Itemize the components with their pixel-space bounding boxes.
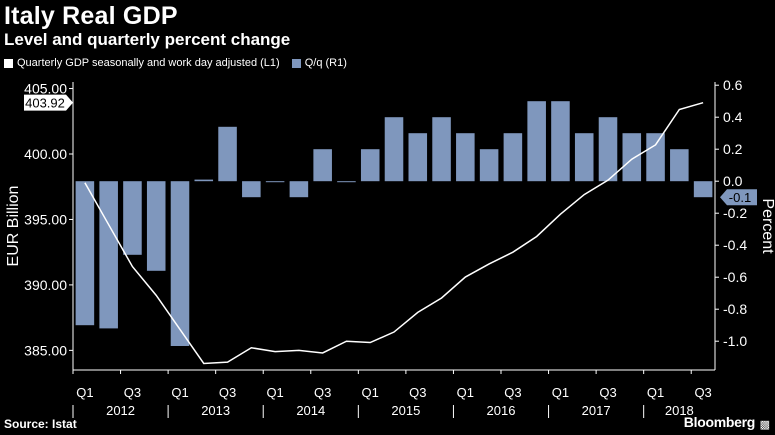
- right-tick-label: -0.2: [723, 205, 747, 221]
- bar: [408, 133, 428, 182]
- bar: [289, 181, 309, 198]
- chart-title: Italy Real GDP: [4, 2, 178, 30]
- legend-item-line: Quarterly GDP seasonally and work day ad…: [4, 57, 280, 69]
- last-value-left-label: 403.92: [25, 96, 65, 111]
- x-quarter-label: Q1: [457, 385, 474, 400]
- x-quarter-label: Q1: [266, 385, 283, 400]
- x-quarter-label: Q1: [362, 385, 379, 400]
- left-tick-label: 395.00: [24, 211, 67, 227]
- gdp-level-line: [84, 101, 704, 365]
- x-year-label: 2013: [201, 403, 230, 418]
- legend-item-bar: Q/q (R1): [291, 57, 347, 69]
- bar: [170, 181, 190, 346]
- x-quarter-label: Q1: [552, 385, 569, 400]
- bar: [146, 181, 166, 271]
- bar: [479, 149, 499, 182]
- legend-label-line: Quarterly GDP seasonally and work day ad…: [17, 57, 280, 69]
- legend-swatch-bar: [291, 58, 301, 68]
- bar: [242, 181, 261, 198]
- left-axis-title: EUR Billion: [5, 186, 22, 267]
- bar: [551, 101, 570, 182]
- x-year-label: 2016: [487, 403, 516, 418]
- x-year-label: 2018: [665, 403, 694, 418]
- bar: [432, 117, 451, 182]
- x-quarter-label: Q3: [694, 385, 711, 400]
- bar: [456, 133, 475, 182]
- right-tick-label: 0.0: [723, 173, 743, 189]
- bar: [218, 126, 237, 182]
- bar: [693, 181, 713, 198]
- x-quarter-label: Q3: [124, 385, 141, 400]
- right-tick-label: -0.6: [723, 269, 747, 285]
- x-quarter-label: Q1: [171, 385, 188, 400]
- last-value-left-box: [24, 94, 73, 111]
- x-quarter-label: Q3: [219, 385, 236, 400]
- right-axis-title: Percent: [759, 198, 775, 254]
- right-tick-label: -1.0: [723, 333, 747, 349]
- x-quarter-label: Q1: [76, 385, 93, 400]
- right-tick-label: 0.2: [723, 141, 743, 157]
- legend: Quarterly GDP seasonally and work day ad…: [4, 57, 359, 69]
- bar: [622, 133, 642, 182]
- x-year-label: 2014: [296, 403, 325, 418]
- bar: [313, 149, 332, 182]
- bar: [574, 133, 594, 182]
- x-quarter-label: Q3: [504, 385, 521, 400]
- bar: [670, 149, 689, 182]
- bar: [75, 181, 95, 326]
- bar: [360, 149, 380, 182]
- legend-label-bar: Q/q (R1): [304, 57, 347, 69]
- x-year-label: 2012: [106, 403, 135, 418]
- bar: [194, 179, 214, 182]
- x-year-label: 2015: [391, 403, 420, 418]
- source-note: Source: Istat: [4, 417, 77, 431]
- last-value-right-label: -0.1: [729, 190, 751, 205]
- legend-swatch-line: [4, 58, 13, 68]
- last-value-right-box: [720, 189, 757, 206]
- right-tick-label: 0.6: [723, 77, 743, 93]
- left-tick-label: 390.00: [24, 277, 67, 293]
- bar: [646, 133, 665, 182]
- left-tick-label: 400.00: [24, 146, 67, 162]
- x-quarter-label: Q1: [647, 385, 664, 400]
- left-tick-label: 405.00: [24, 81, 67, 97]
- right-tick-label: -0.8: [723, 301, 747, 317]
- bar: [337, 181, 356, 183]
- bloomberg-logo: Bloomberg: [683, 414, 756, 430]
- chart-subtitle: Level and quarterly percent change: [4, 30, 291, 49]
- x-quarter-label: Q3: [314, 385, 331, 400]
- bar: [598, 117, 618, 182]
- bar: [265, 181, 285, 183]
- left-tick-label: 385.00: [24, 342, 67, 358]
- bar: [384, 117, 404, 182]
- bar: [503, 133, 523, 182]
- bloomberg-chart-icon: ▩: [759, 419, 770, 431]
- right-tick-label: -0.4: [723, 237, 747, 253]
- bar: [123, 181, 142, 255]
- x-quarter-label: Q3: [599, 385, 616, 400]
- x-year-label: 2017: [582, 403, 611, 418]
- bar: [99, 181, 118, 329]
- bar: [527, 101, 546, 182]
- right-tick-label: 0.4: [723, 109, 743, 125]
- x-quarter-label: Q3: [409, 385, 426, 400]
